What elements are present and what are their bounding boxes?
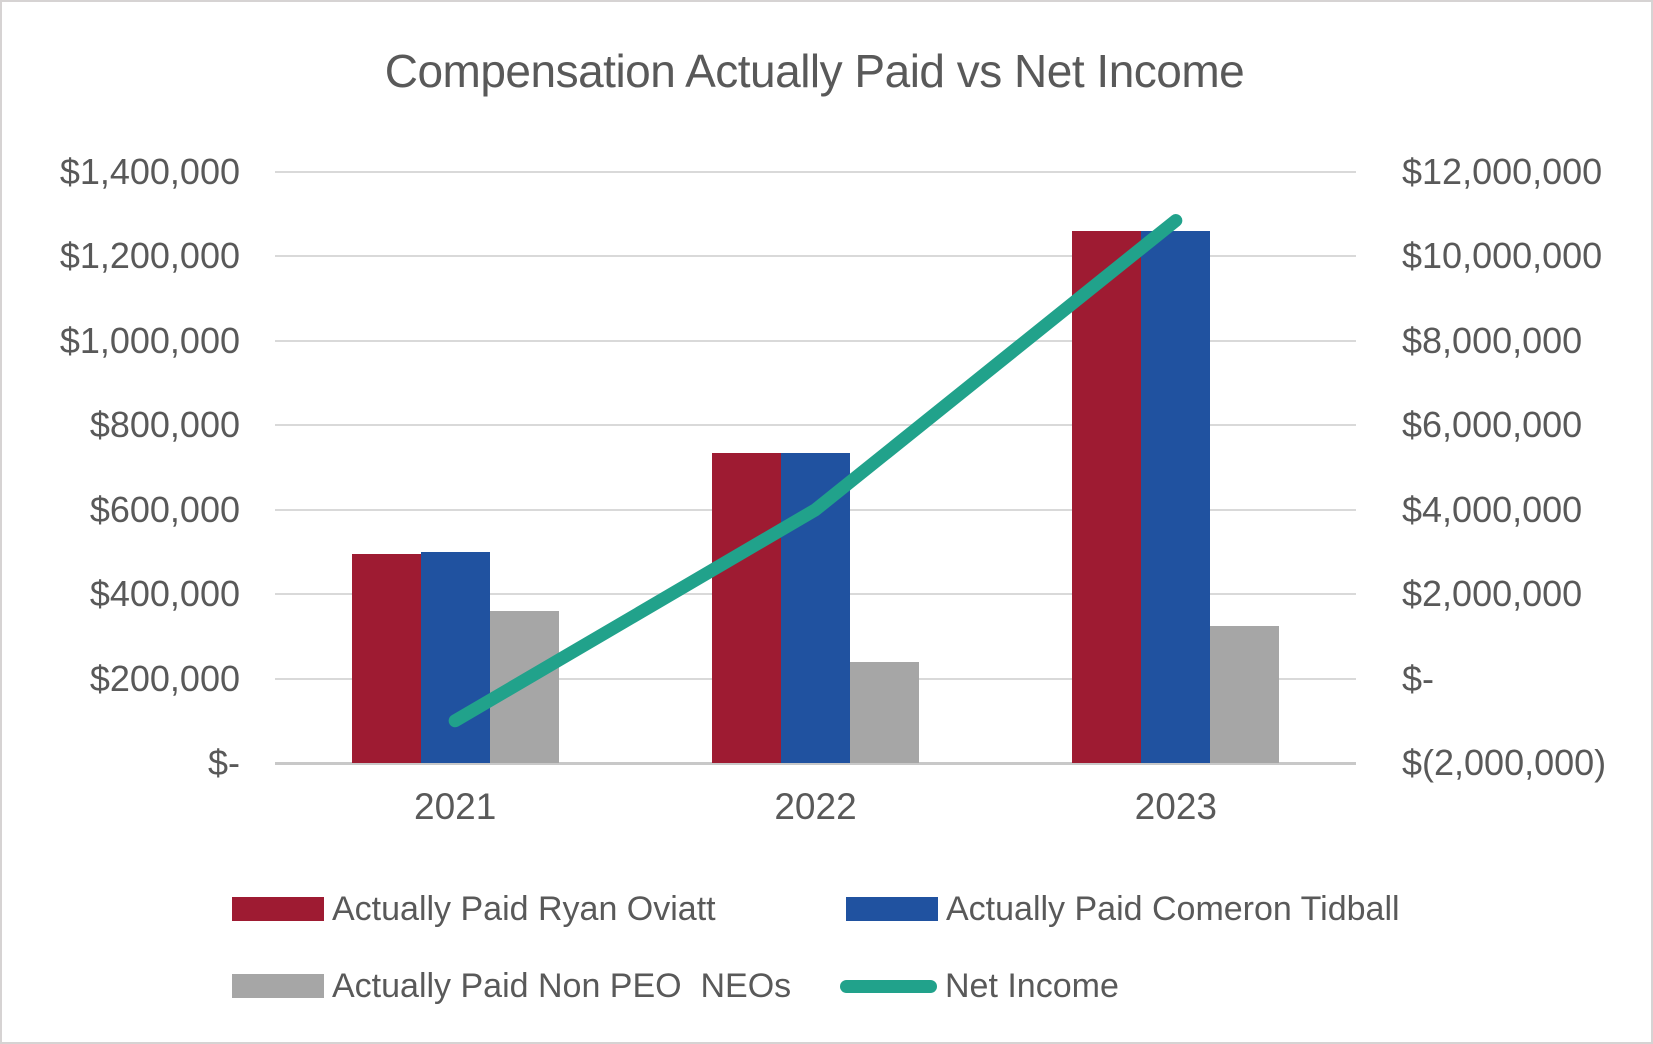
bar-actually-paid-comeron-tidball-2023 <box>1141 231 1211 763</box>
bar-actually-paid-non-peo-neos-2022 <box>850 661 919 763</box>
gridline <box>275 171 1356 173</box>
plot-area <box>275 171 1356 765</box>
right-axis-tick: $8,000,000 <box>1402 319 1583 361</box>
right-axis-tick: $(2,000,000) <box>1402 742 1607 783</box>
comeron-tidball-swatch <box>846 897 938 921</box>
x-axis-line <box>275 762 1356 765</box>
left-axis-tick: $800,000 <box>89 404 240 446</box>
left-axis-tick: $400,000 <box>89 573 240 615</box>
right-axis-tick: $6,000,000 <box>1402 404 1583 446</box>
legend-label: Actually Paid Non PEO NEOs <box>332 966 792 1005</box>
legend-label: Net Income <box>945 966 1119 1005</box>
bar-actually-paid-comeron-tidball-2021 <box>420 551 490 763</box>
x-axis-label-2021: 2021 <box>414 786 497 827</box>
net-income-line <box>448 214 1183 728</box>
legend-item-non-peo-neos: Actually Paid Non PEO NEOs <box>232 963 791 1009</box>
right-axis-tick: $10,000,000 <box>1402 235 1603 277</box>
bar-actually-paid-ryan-oviatt-2021 <box>351 554 421 763</box>
legend-label: Actually Paid Comeron Tidball <box>946 889 1400 928</box>
gridline <box>275 339 1356 342</box>
net-income-line-swatch <box>840 979 937 993</box>
legend-label: Actually Paid Ryan Oviatt <box>332 889 716 928</box>
left-axis-tick: $- <box>207 742 240 783</box>
right-axis-tick: $12,000,000 <box>1402 151 1603 192</box>
left-axis-tick: $200,000 <box>89 657 240 699</box>
right-axis-tick: $2,000,000 <box>1402 573 1583 615</box>
left-axis-tick: $1,200,000 <box>59 235 240 277</box>
right-axis-tick: $- <box>1402 657 1435 699</box>
legend-item-comeron-tidball: Actually Paid Comeron Tidball <box>846 886 1400 932</box>
non-peo-neos-swatch <box>232 974 324 998</box>
bar-actually-paid-non-peo-neos-2023 <box>1210 625 1280 763</box>
x-axis-label-2022: 2022 <box>774 786 857 827</box>
legend-item-net-income: Net Income <box>840 963 1119 1009</box>
left-axis-tick: $1,400,000 <box>59 151 240 192</box>
bar-actually-paid-ryan-oviatt-2022 <box>712 452 781 763</box>
left-axis-tick: $600,000 <box>89 488 240 530</box>
ryan-oviatt-swatch <box>232 897 324 921</box>
gridline <box>275 424 1356 427</box>
chart-title: Compensation Actually Paid vs Net Income <box>384 45 1245 97</box>
right-axis-tick: $4,000,000 <box>1402 488 1583 530</box>
x-axis-label-2023: 2023 <box>1134 786 1217 827</box>
bar-actually-paid-ryan-oviatt-2023 <box>1072 231 1142 763</box>
gridline <box>275 255 1356 258</box>
left-axis-tick: $1,000,000 <box>59 319 240 361</box>
legend-item-ryan-oviatt: Actually Paid Ryan Oviatt <box>232 886 716 932</box>
